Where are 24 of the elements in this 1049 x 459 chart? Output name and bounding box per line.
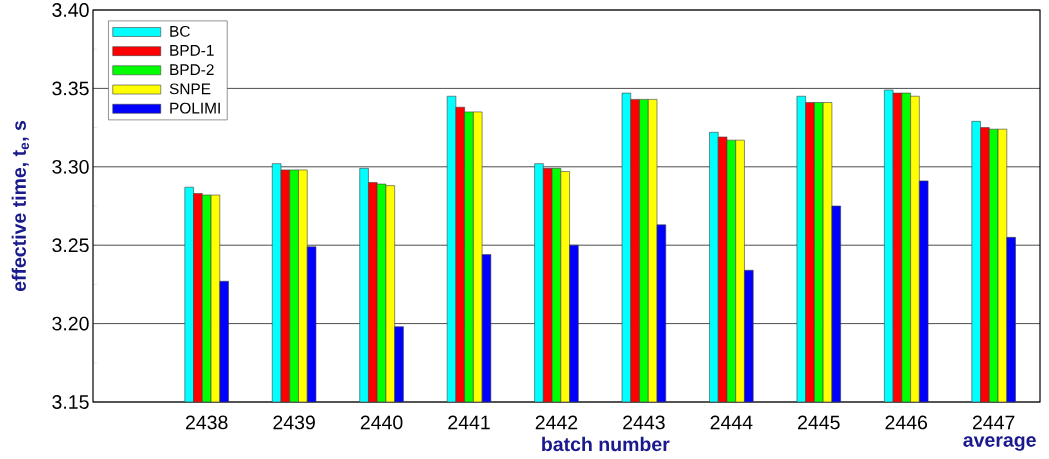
x-tick-label: 2447 (972, 415, 1015, 430)
x-tick-label: 2442 (535, 415, 578, 430)
x-tick-label: 2445 (798, 415, 840, 430)
x-tick-label: 2444 (710, 415, 753, 430)
legend-label: BPD-1 (170, 45, 214, 56)
y-tick-label: 3.25 (52, 238, 89, 253)
x-tick-label: 2438 (185, 415, 228, 430)
legend-label: BC (170, 25, 190, 37)
text: average (963, 436, 1036, 451)
y-tick-label: 3.15 (52, 395, 89, 409)
legend-label: SNPE (169, 83, 211, 95)
y-tick-label: 3.40 (52, 3, 89, 17)
x-tick-label: 2441 (448, 415, 490, 430)
x-tick-label: 2439 (273, 415, 315, 430)
x-tick-label: 2440 (360, 415, 403, 430)
y-axis-title: effective time, t$_{e}$, s (11, 120, 30, 292)
legend-label: POLIMI (170, 102, 220, 114)
y-tick-label: 3.35 (52, 81, 89, 96)
x-tick-label: 2443 (623, 415, 665, 430)
x-axis-title: batch number (542, 436, 670, 452)
y-tick-label: 3.30 (52, 159, 89, 174)
y-tick-label: 3.20 (52, 316, 89, 331)
x-tick-label: 2446 (885, 415, 928, 430)
legend-label: BPD-2 (170, 64, 214, 75)
